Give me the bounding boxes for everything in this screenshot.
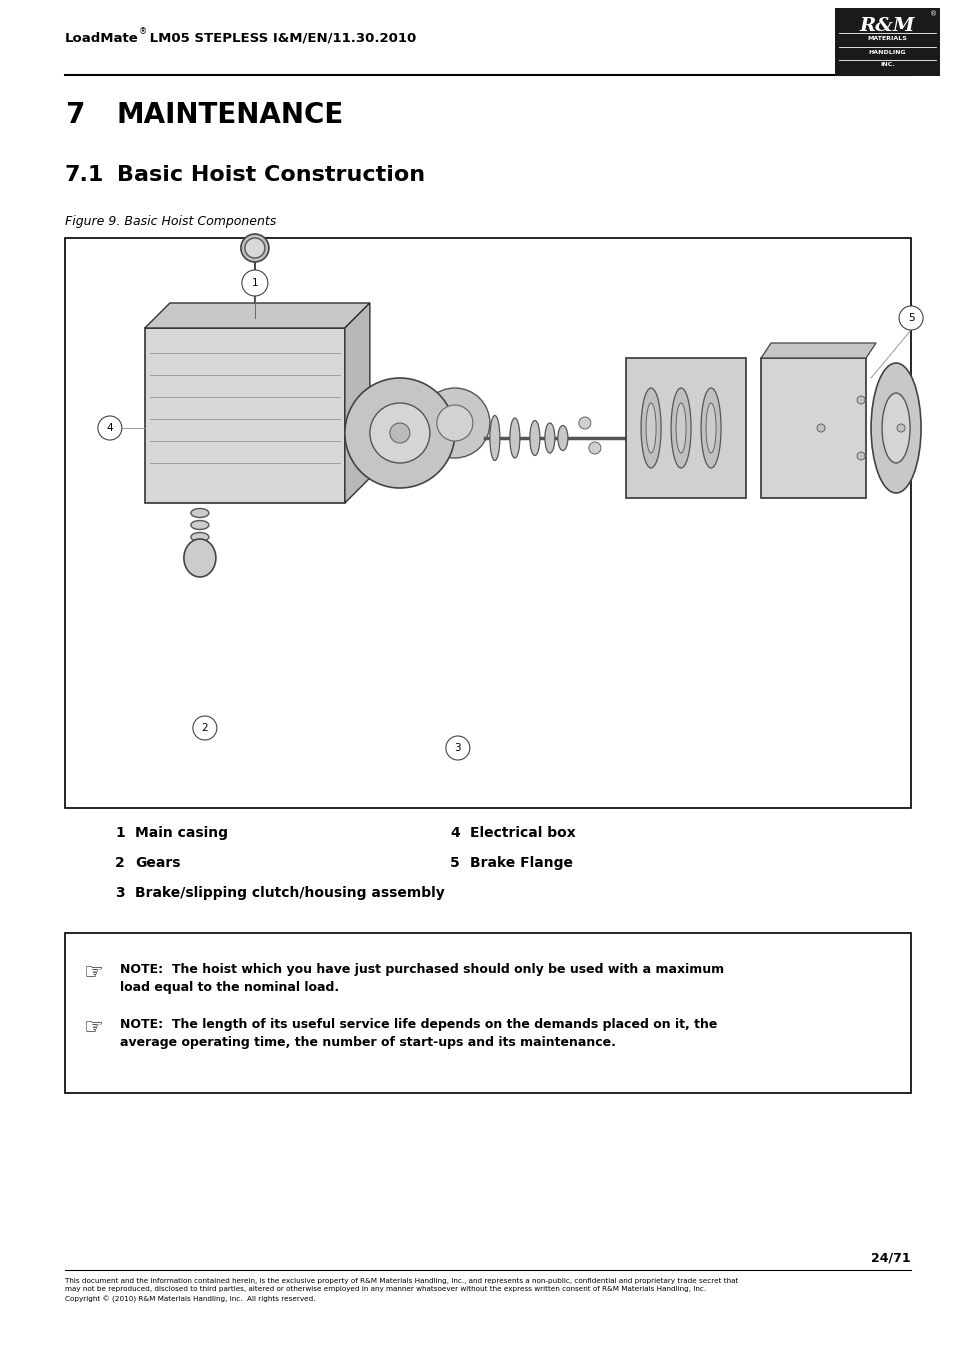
- Ellipse shape: [191, 508, 209, 517]
- Circle shape: [588, 442, 600, 454]
- Text: NOTE:  The length of its useful service life depends on the demands placed on it: NOTE: The length of its useful service l…: [120, 1019, 717, 1048]
- Polygon shape: [760, 343, 875, 358]
- Ellipse shape: [184, 539, 215, 577]
- Circle shape: [896, 424, 904, 432]
- Text: Gears: Gears: [134, 857, 180, 870]
- Ellipse shape: [700, 388, 720, 467]
- Text: 4: 4: [107, 423, 113, 434]
- Polygon shape: [145, 303, 370, 328]
- Ellipse shape: [870, 363, 920, 493]
- Circle shape: [390, 423, 410, 443]
- Ellipse shape: [509, 417, 519, 458]
- Text: LoadMate: LoadMate: [65, 31, 138, 45]
- Bar: [760, 358, 865, 499]
- Ellipse shape: [645, 403, 656, 453]
- Polygon shape: [345, 303, 370, 503]
- Text: Basic Hoist Construction: Basic Hoist Construction: [117, 165, 424, 185]
- Text: LM05 STEPLESS I&M/EN/11.30.2010: LM05 STEPLESS I&M/EN/11.30.2010: [145, 31, 416, 45]
- Text: Main casing: Main casing: [134, 825, 228, 840]
- Ellipse shape: [640, 388, 660, 467]
- Ellipse shape: [191, 520, 209, 530]
- Ellipse shape: [558, 426, 567, 450]
- Bar: [625, 358, 745, 499]
- Circle shape: [345, 378, 455, 488]
- Text: Brake/slipping clutch/housing assembly: Brake/slipping clutch/housing assembly: [134, 886, 444, 900]
- Text: 3: 3: [115, 886, 125, 900]
- Circle shape: [193, 716, 216, 740]
- Text: MAINTENANCE: MAINTENANCE: [117, 101, 344, 128]
- Text: 2: 2: [201, 723, 208, 734]
- Ellipse shape: [670, 388, 690, 467]
- Ellipse shape: [705, 403, 716, 453]
- Text: ®: ®: [139, 27, 147, 36]
- Ellipse shape: [240, 234, 269, 262]
- Circle shape: [856, 453, 864, 459]
- Text: ☞: ☞: [83, 1019, 103, 1038]
- Text: Figure 9. Basic Hoist Components: Figure 9. Basic Hoist Components: [65, 216, 275, 228]
- Circle shape: [98, 416, 122, 440]
- Text: This document and the information contained herein, is the exclusive property of: This document and the information contai…: [65, 1278, 738, 1302]
- Text: 7: 7: [65, 101, 84, 128]
- Bar: [65, 238, 910, 808]
- Text: MATERIALS: MATERIALS: [866, 35, 906, 41]
- Ellipse shape: [676, 403, 685, 453]
- Ellipse shape: [489, 416, 499, 461]
- Circle shape: [816, 424, 824, 432]
- Circle shape: [898, 305, 923, 330]
- Text: 5: 5: [907, 313, 913, 323]
- Text: HANDLING: HANDLING: [868, 50, 905, 54]
- Text: R&M: R&M: [859, 18, 914, 35]
- Text: ☞: ☞: [83, 963, 103, 984]
- Ellipse shape: [191, 532, 209, 542]
- Text: 2: 2: [115, 857, 125, 870]
- Text: Electrical box: Electrical box: [470, 825, 575, 840]
- Ellipse shape: [544, 423, 555, 453]
- Circle shape: [445, 736, 470, 761]
- Text: INC.: INC.: [880, 62, 894, 68]
- Text: Brake Flange: Brake Flange: [470, 857, 572, 870]
- Ellipse shape: [882, 393, 909, 463]
- Bar: [834, 8, 939, 76]
- Circle shape: [370, 403, 430, 463]
- Text: 3: 3: [454, 743, 460, 753]
- Text: 7.1: 7.1: [65, 165, 104, 185]
- Circle shape: [856, 396, 864, 404]
- Text: 1: 1: [252, 278, 258, 288]
- Circle shape: [245, 238, 265, 258]
- Circle shape: [419, 388, 489, 458]
- Text: 5: 5: [450, 857, 459, 870]
- Text: 1: 1: [115, 825, 125, 840]
- Circle shape: [436, 405, 473, 440]
- Text: ®: ®: [929, 11, 936, 18]
- Circle shape: [242, 270, 268, 296]
- Text: 24/71: 24/71: [870, 1251, 910, 1265]
- Text: 4: 4: [450, 825, 459, 840]
- Circle shape: [578, 417, 590, 430]
- Bar: [65, 934, 910, 1093]
- Text: NOTE:  The hoist which you have just purchased should only be used with a maximu: NOTE: The hoist which you have just purc…: [120, 963, 723, 994]
- Bar: [145, 328, 345, 503]
- Ellipse shape: [529, 420, 539, 455]
